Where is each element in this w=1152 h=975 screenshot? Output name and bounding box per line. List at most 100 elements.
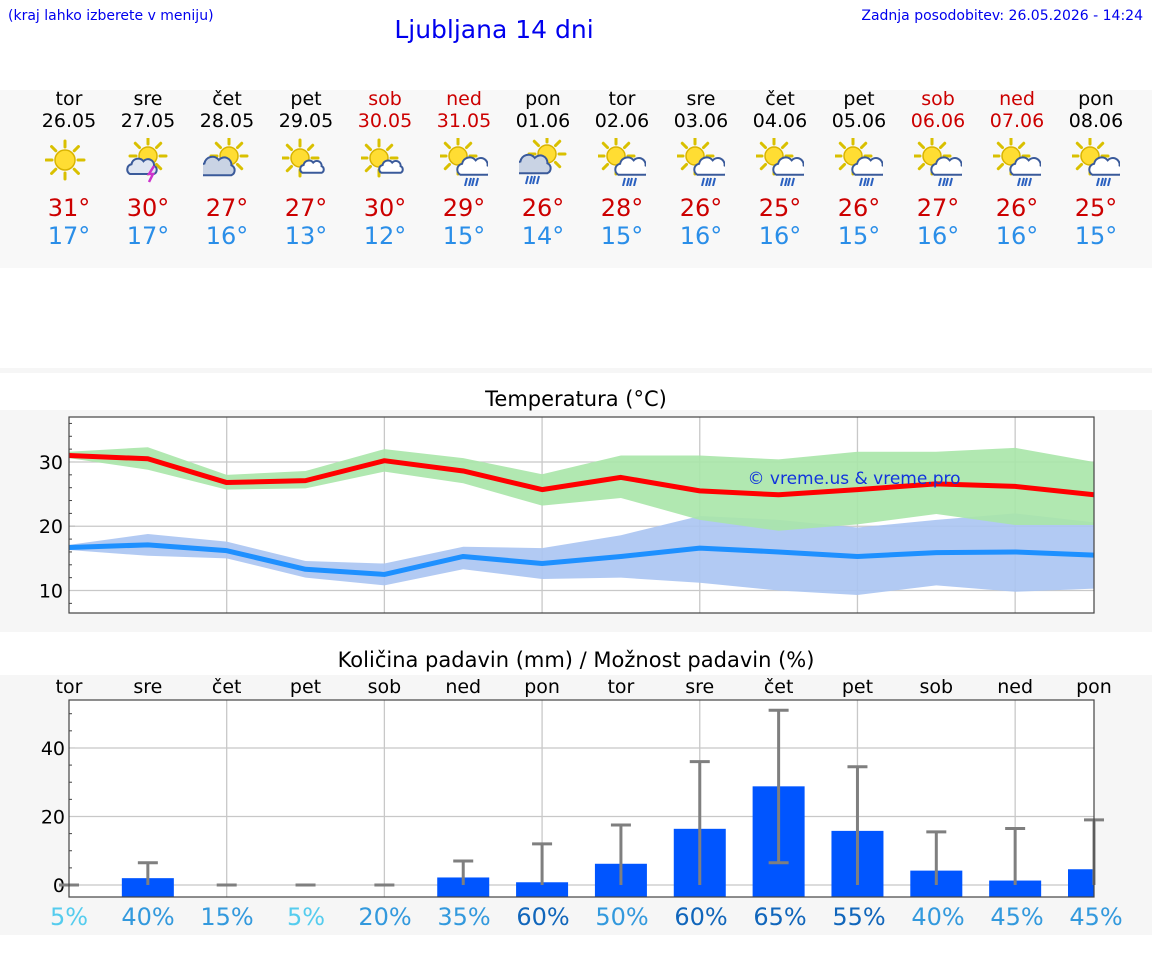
precipitation-chance: 60% — [516, 903, 570, 931]
day-name: ned — [999, 88, 1035, 110]
day-name: pon — [1078, 88, 1114, 110]
sun-small-cloud-icon — [361, 138, 404, 178]
sun-cloud-rain-icon — [519, 138, 567, 185]
last-update: Zadnja posodobitev: 26.05.2026 - 14:24 — [861, 8, 1143, 24]
y-tick-label: 20 — [39, 516, 63, 538]
day-column: sre 03.06 26° 16° — [661, 88, 741, 250]
max-temperature: 31° — [47, 194, 91, 222]
day-column: sre 27.05 30° 17° — [108, 88, 188, 250]
forecast-band — [0, 90, 1152, 268]
y-tick-label: 40 — [41, 738, 65, 760]
day-name: tor — [608, 88, 636, 110]
precipitation-chart-title: Količina padavin (mm) / Možnost padavin … — [337, 648, 815, 672]
max-temperature: 30° — [126, 194, 170, 222]
day-column: čet 04.06 25° 16° — [740, 88, 820, 250]
precipitation-chance: 55% — [832, 903, 886, 931]
day-name: sob — [921, 88, 955, 110]
min-temperature: 15° — [837, 222, 881, 250]
precipitation-chance: 20% — [358, 903, 412, 931]
day-column: ned 07.06 26° 16° — [977, 88, 1057, 250]
precipitation-chance: 40% — [121, 903, 175, 931]
sun-rain-icon — [677, 138, 725, 186]
day-column: pon 01.06 26° 14° — [503, 88, 583, 250]
day-date: 26.05 — [41, 110, 97, 132]
day-column: pet 29.05 27° 13° — [266, 88, 346, 250]
precipitation-chart: 0 20 40 tor sre čet pet sob ned pon tor sre čet pet so… — [41, 676, 1112, 898]
precipitation-chance: 60% — [674, 903, 728, 931]
day-date: 02.06 — [594, 110, 650, 132]
tmax-line — [68, 453, 1095, 498]
sun-rain-icon — [1072, 138, 1120, 186]
x-tick-label: čet — [212, 676, 242, 698]
x-tick-label: pet — [290, 676, 321, 698]
day-name: sob — [368, 88, 402, 110]
max-temperature: 28° — [600, 194, 644, 222]
sun-rain-icon — [993, 138, 1041, 186]
day-column: ned 31.05 29° 15° — [424, 88, 504, 250]
page-title: Ljubljana 14 dni — [394, 15, 594, 44]
min-temperature: 16° — [679, 222, 723, 250]
day-name: pon — [525, 88, 561, 110]
day-column: tor 26.05 31° 17° — [29, 88, 109, 250]
y-tick-label: 0 — [53, 875, 65, 897]
precipitation-chance: 35% — [437, 903, 491, 931]
sun-small-cloud-icon — [282, 138, 325, 178]
day-date: 30.05 — [357, 110, 413, 132]
precipitation-chance: 45% — [990, 903, 1044, 931]
max-temperature: 30° — [363, 194, 407, 222]
day-name: pet — [290, 88, 322, 110]
day-date: 03.06 — [673, 110, 729, 132]
x-tick-label: tor — [607, 676, 634, 698]
x-tick-label: ned — [997, 676, 1033, 698]
min-temperature: 16° — [758, 222, 802, 250]
day-date: 07.06 — [989, 110, 1045, 132]
min-temperature: 16° — [916, 222, 960, 250]
day-date: 29.05 — [278, 110, 334, 132]
min-temperature: 13° — [284, 222, 328, 250]
day-column: sob 06.06 27° 16° — [898, 88, 978, 250]
max-temperature: 29° — [442, 194, 486, 222]
x-tick-label: sre — [685, 676, 714, 698]
min-temperature: 17° — [47, 222, 91, 250]
day-column: tor 02.06 28° 15° — [582, 88, 662, 250]
separator-band — [0, 368, 1152, 373]
day-date: 08.06 — [1068, 110, 1124, 132]
day-column: sob 30.05 30° 12° — [345, 88, 425, 250]
tmin-range-band — [69, 513, 1094, 596]
location-hint: (kraj lahko izberete v meniju) — [8, 8, 214, 24]
y-tick-label: 10 — [39, 581, 63, 603]
day-date: 04.06 — [752, 110, 808, 132]
min-temperature: 15° — [600, 222, 644, 250]
x-tick-label: pon — [524, 676, 560, 698]
precipitation-bar — [989, 880, 1042, 897]
x-tick-label: sre — [133, 676, 162, 698]
max-temperature: 25° — [758, 194, 802, 222]
day-date: 01.06 — [515, 110, 571, 132]
day-name: pet — [843, 88, 875, 110]
day-date: 05.06 — [831, 110, 887, 132]
min-temperature: 16° — [995, 222, 1039, 250]
sun-cloud-icon — [203, 138, 249, 177]
max-temperature: 26° — [521, 194, 565, 222]
max-temperature: 25° — [1074, 194, 1118, 222]
day-column: pet 05.06 26° 15° — [819, 88, 899, 250]
day-name: čet — [212, 88, 242, 110]
watermark: © vreme.us & vreme.pro — [747, 469, 960, 489]
max-temperature: 27° — [205, 194, 249, 222]
min-temperature: 12° — [363, 222, 407, 250]
y-tick-label: 20 — [41, 806, 65, 828]
min-temperature: 17° — [126, 222, 170, 250]
day-date: 06.06 — [910, 110, 966, 132]
x-tick-label: sob — [368, 676, 402, 698]
sun-rain-icon — [914, 138, 962, 186]
precipitation-bar — [437, 877, 490, 897]
precipitation-chance: 40% — [911, 903, 965, 931]
day-name: sre — [686, 88, 716, 110]
min-temperature: 15° — [442, 222, 486, 250]
tmax-range-band — [69, 447, 1094, 531]
day-column: čet 28.05 27° 16° — [187, 88, 267, 250]
day-date: 27.05 — [120, 110, 176, 132]
max-temperature: 27° — [284, 194, 328, 222]
max-temperature: 26° — [837, 194, 881, 222]
day-name: ned — [446, 88, 482, 110]
